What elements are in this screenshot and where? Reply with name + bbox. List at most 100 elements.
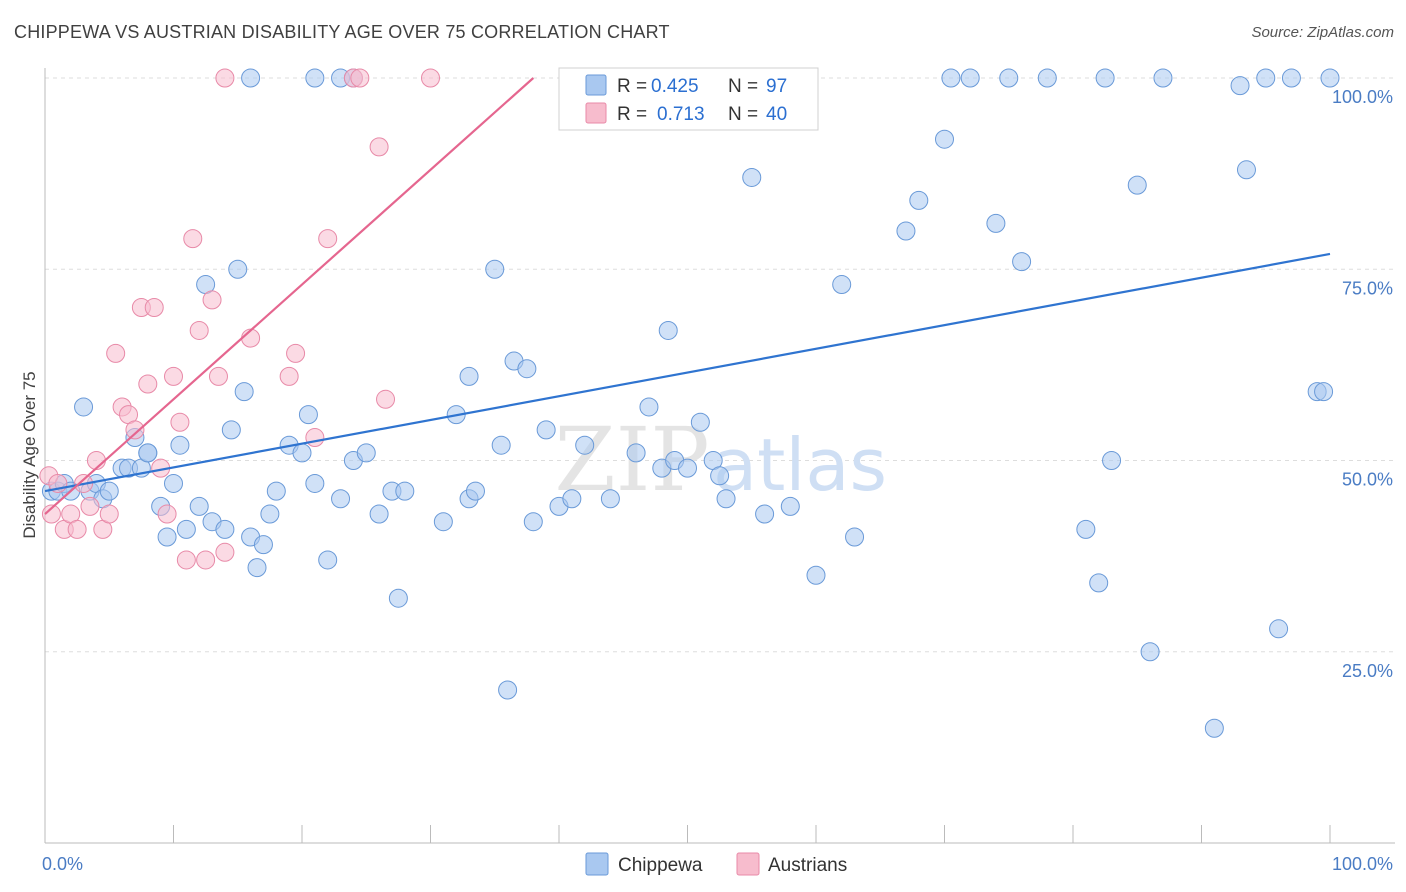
y-tick-label: 75.0% (1342, 278, 1393, 298)
trend-lines (44, 77, 1331, 515)
point-chippewa (523, 512, 543, 532)
point-chippewa (356, 443, 376, 463)
point-chippewa (1012, 252, 1032, 272)
point-chippewa (247, 558, 267, 578)
point-chippewa (1095, 68, 1115, 88)
point-chippewa (369, 504, 389, 524)
point-chippewa (260, 504, 280, 524)
point-austrians (164, 366, 183, 386)
point-chippewa (1281, 68, 1301, 88)
data-points (39, 68, 1340, 738)
chart-title: CHIPPEWA VS AUSTRIAN DISABILITY AGE OVER… (14, 22, 670, 42)
point-austrians (189, 320, 209, 340)
point-austrians (376, 389, 396, 409)
point-chippewa (170, 435, 190, 455)
point-chippewa (600, 489, 620, 509)
point-austrians (286, 343, 306, 363)
point-chippewa (658, 320, 678, 340)
point-chippewa (1269, 619, 1289, 639)
point-austrians (215, 68, 235, 88)
point-chippewa (690, 412, 710, 432)
point-chippewa (710, 466, 730, 486)
stats-legend-swatch-chippewa (585, 74, 607, 96)
point-chippewa (305, 473, 325, 493)
point-chippewa (485, 259, 505, 279)
point-chippewa (189, 496, 209, 516)
point-chippewa (318, 550, 338, 570)
y-tick-label: 50.0% (1342, 470, 1393, 490)
point-chippewa (138, 443, 158, 463)
point-chippewa (1236, 160, 1256, 180)
point-chippewa (1089, 573, 1109, 593)
point-chippewa (935, 129, 954, 149)
point-austrians (144, 298, 164, 317)
point-chippewa (517, 359, 537, 379)
point-chippewa (388, 588, 408, 608)
series-legend-swatch-austrians (736, 852, 760, 876)
stats-legend-n-label: N = (728, 104, 758, 125)
point-chippewa (74, 397, 94, 417)
point-chippewa (896, 221, 916, 241)
point-chippewa (266, 481, 286, 501)
series-legend: Chippewa Austrians (585, 852, 847, 876)
y-tick-label: 100.0% (1332, 87, 1393, 107)
point-austrians (208, 366, 228, 386)
point-chippewa (215, 519, 235, 539)
point-chippewa (491, 435, 511, 455)
point-chippewa (742, 167, 762, 187)
point-chippewa (678, 458, 697, 478)
point-chippewa (845, 527, 865, 547)
point-austrians (41, 504, 61, 524)
point-chippewa (1230, 76, 1250, 96)
point-chippewa (1256, 68, 1276, 88)
point-chippewa (986, 213, 1006, 233)
point-chippewa (395, 481, 415, 501)
point-austrians (279, 366, 299, 386)
point-chippewa (1102, 451, 1122, 470)
point-chippewa (832, 275, 852, 295)
point-chippewa (228, 259, 248, 279)
point-chippewa (234, 382, 254, 402)
point-chippewa (253, 535, 273, 555)
point-austrians (99, 504, 119, 524)
x-tick-labels: 0.0% 100.0% (42, 854, 1393, 874)
stats-legend-n-label: N = (728, 76, 758, 97)
point-austrians (421, 68, 440, 88)
point-chippewa (909, 190, 929, 210)
point-chippewa (780, 496, 800, 516)
point-chippewa (1153, 68, 1173, 88)
point-chippewa (1204, 718, 1224, 738)
trend-line-chippewa (44, 252, 1331, 493)
point-austrians (350, 68, 370, 88)
stats-legend-r-label: R = (617, 76, 647, 97)
point-chippewa (498, 680, 518, 700)
point-chippewa (639, 397, 659, 417)
stats-legend-swatch-austrians (585, 102, 607, 124)
point-chippewa (433, 512, 453, 532)
stats-legend: R = 0.425 N = 97 R = 0.713 N = 40 (558, 67, 819, 131)
point-chippewa (806, 565, 826, 585)
point-chippewa (960, 68, 980, 88)
x-tick-label: 100.0% (1332, 854, 1393, 874)
stats-legend-n-value: 97 (766, 76, 787, 97)
series-legend-label-chippewa: Chippewa (618, 855, 703, 876)
point-austrians (369, 137, 389, 157)
point-chippewa (298, 405, 318, 425)
point-chippewa (999, 68, 1019, 88)
gridlines (45, 77, 1395, 653)
point-chippewa (941, 68, 961, 88)
trend-line-austrians (44, 77, 535, 515)
watermark-atlas: atlas (713, 423, 887, 507)
point-chippewa (157, 527, 177, 547)
point-chippewa (1140, 642, 1160, 662)
point-austrians (80, 496, 100, 516)
point-chippewa (331, 489, 351, 509)
point-austrians (170, 412, 190, 432)
point-chippewa (176, 519, 196, 539)
y-tick-labels: 25.0% 50.0% 75.0% 100.0% (1332, 87, 1393, 681)
point-chippewa (755, 504, 775, 524)
point-chippewa (1314, 382, 1334, 402)
point-chippewa (562, 489, 582, 509)
point-chippewa (1320, 68, 1340, 88)
